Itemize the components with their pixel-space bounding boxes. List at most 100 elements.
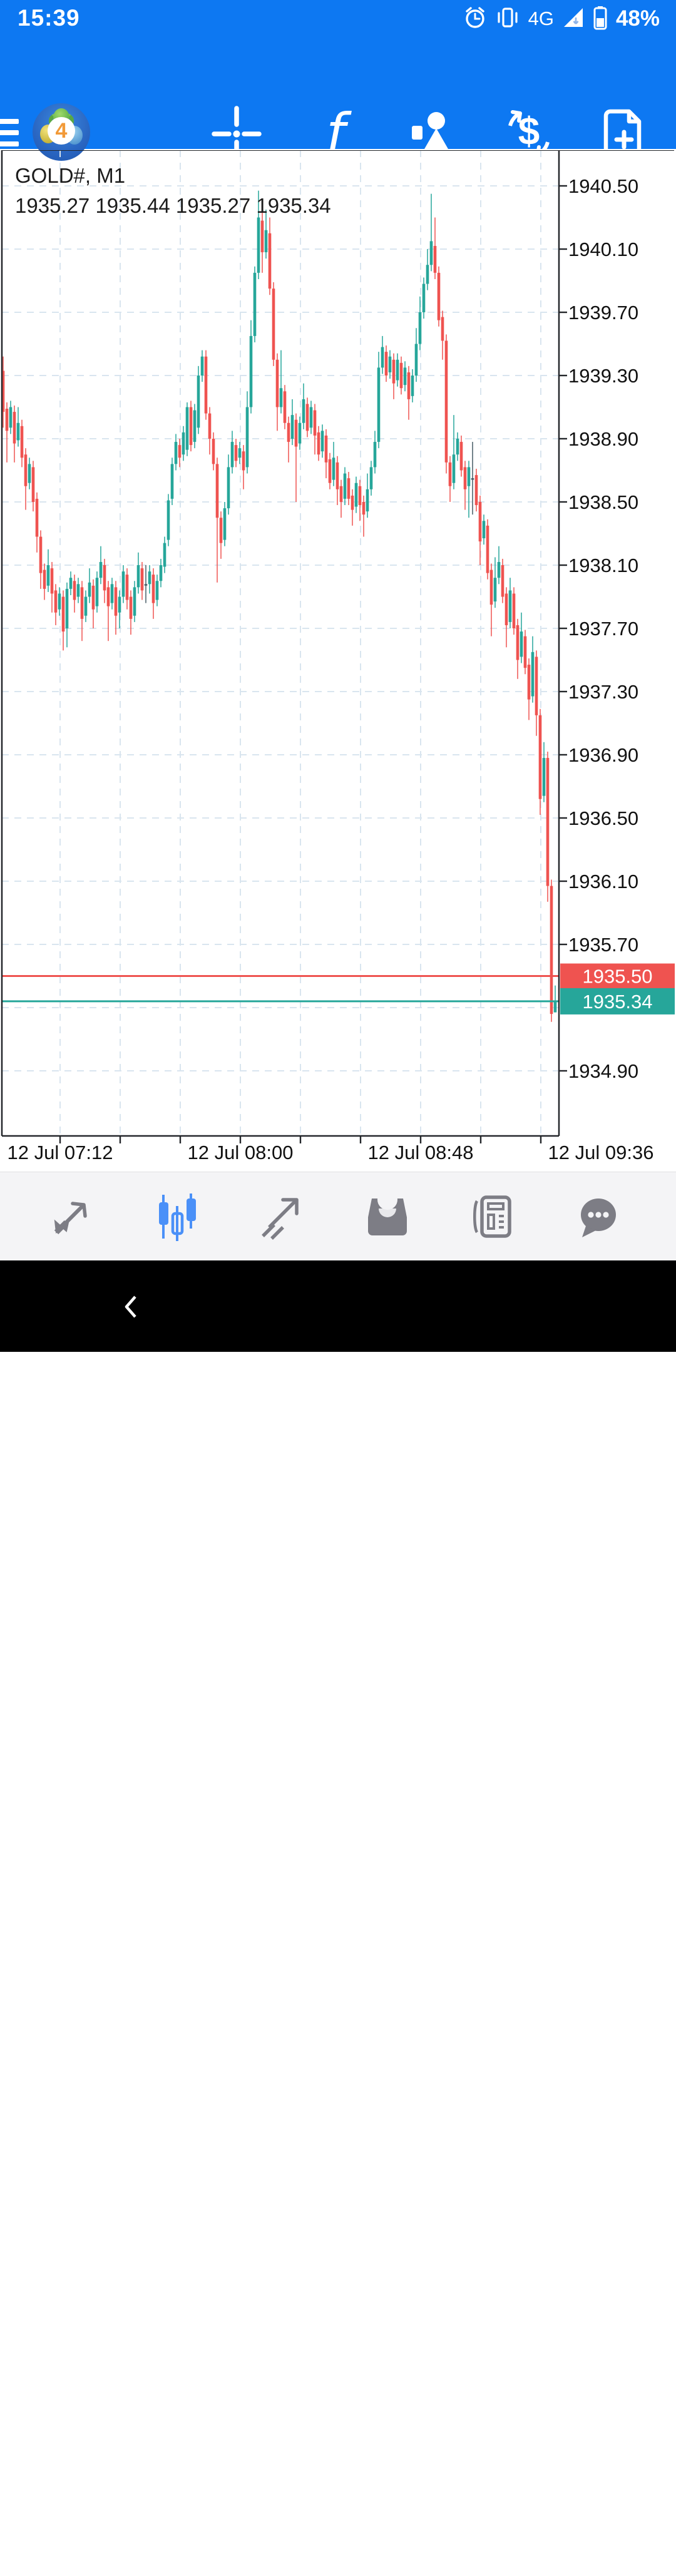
candle-body <box>317 432 320 455</box>
candle-body <box>335 462 339 489</box>
candle-body <box>133 587 136 616</box>
candle-body <box>444 340 448 463</box>
candle-body <box>272 289 275 360</box>
candle-body <box>302 399 305 423</box>
candle-body <box>516 625 520 660</box>
price-label: 1939.70 <box>568 302 638 324</box>
candle-body <box>339 486 343 502</box>
candle-body <box>287 422 290 442</box>
chart-symbol-label: GOLD#, M1 <box>15 164 125 187</box>
candle-body <box>227 467 230 509</box>
chart-panel[interactable]: 1940.50 1940.10 1939.70 1939.30 1938.90 1938.… <box>0 150 676 1172</box>
candle-body <box>553 1001 557 1013</box>
candle-body <box>467 467 471 486</box>
candle-body <box>204 356 208 414</box>
vibrate-icon <box>495 6 520 33</box>
tab-history[interactable] <box>363 1192 412 1241</box>
symbols-icon[interactable]: $ <box>501 105 557 161</box>
candle-body <box>118 596 121 613</box>
candle-body <box>84 596 88 616</box>
candle-body <box>279 388 283 407</box>
objects-icon[interactable] <box>405 105 461 161</box>
candle-body <box>313 410 317 436</box>
candle-body <box>362 502 366 515</box>
candle-body <box>354 483 358 507</box>
candle-body <box>531 652 535 697</box>
price-chart[interactable]: 1940.50 1940.10 1939.70 1939.30 1938.90 1938.… <box>0 150 676 1172</box>
candle-body <box>24 454 28 486</box>
price-label: 1936.90 <box>568 744 638 766</box>
candle-body <box>159 565 163 581</box>
candle-body <box>459 442 463 471</box>
candle-body <box>550 886 553 1015</box>
svg-text:$: $ <box>518 110 540 153</box>
candle-body <box>343 473 347 499</box>
ask-price-box <box>560 963 675 989</box>
back-icon[interactable] <box>118 1293 145 1321</box>
candle-body <box>88 582 91 597</box>
candle-body <box>377 367 381 442</box>
tab-charts[interactable] <box>153 1192 202 1241</box>
candle-body <box>95 578 99 606</box>
price-label: 1940.50 <box>568 175 638 197</box>
time-label: 12 Jul 08:48 <box>368 1142 474 1163</box>
candle-body <box>384 352 388 376</box>
network-type-label: 4G <box>528 8 554 29</box>
candle-body <box>260 220 264 253</box>
candle-body <box>110 584 114 603</box>
candle-body <box>497 561 501 578</box>
candle-body <box>538 715 542 799</box>
candle-body <box>399 362 403 389</box>
candle-body <box>426 265 429 284</box>
time-label: 12 Jul 07:12 <box>8 1142 113 1163</box>
candle-body <box>50 568 54 594</box>
candle-body <box>170 464 174 499</box>
price-label: 1937.70 <box>568 618 638 640</box>
tab-trade[interactable] <box>258 1192 307 1241</box>
candle-body <box>249 335 253 407</box>
indicators-icon[interactable]: ƒ <box>326 102 346 165</box>
tab-news[interactable] <box>468 1192 517 1241</box>
crosshair-icon[interactable] <box>208 105 265 162</box>
candle-body <box>422 284 426 312</box>
candle-body <box>441 317 444 341</box>
candle-body <box>242 451 245 471</box>
candle-body <box>148 571 151 585</box>
candle-body <box>275 359 279 407</box>
menu-icon[interactable] <box>0 119 19 150</box>
candle-body <box>16 422 20 441</box>
tab-quotes[interactable] <box>48 1192 96 1241</box>
candle-body <box>219 518 223 543</box>
mt4-logo-number: 4 <box>48 117 75 145</box>
ask-price-text: 1935.50 <box>582 966 652 988</box>
bid-price-text: 1935.34 <box>582 991 652 1013</box>
new-order-icon[interactable] <box>596 105 652 161</box>
time-label: 12 Jul 09:36 <box>548 1142 654 1163</box>
candle-body <box>178 445 182 458</box>
candle-body <box>163 543 166 567</box>
candle-body <box>501 565 504 597</box>
candle-body <box>527 665 531 700</box>
candle-body <box>474 475 478 506</box>
candle-body <box>69 578 73 589</box>
candle-body <box>478 502 482 542</box>
clock: 15:39 <box>18 5 80 31</box>
candle-body <box>200 356 204 376</box>
candle-body <box>358 486 362 506</box>
time-label: 12 Jul 08:00 <box>188 1142 294 1163</box>
candle-body <box>13 412 16 444</box>
candle-body <box>463 467 467 489</box>
price-label: 1935.70 <box>568 934 638 956</box>
candle-body <box>106 587 110 606</box>
tab-messages[interactable] <box>573 1192 622 1241</box>
price-label: 1940.10 <box>568 238 638 260</box>
candle-body <box>305 404 309 431</box>
candle-body <box>369 467 373 489</box>
candle-body <box>482 521 486 539</box>
status-bar: 15:39 4G <box>0 0 676 38</box>
battery-percent-label: 48% <box>615 6 660 31</box>
candle-body <box>189 407 193 446</box>
home-pill[interactable] <box>311 2558 365 2576</box>
candle-body <box>9 407 13 428</box>
candle-body <box>294 419 298 447</box>
